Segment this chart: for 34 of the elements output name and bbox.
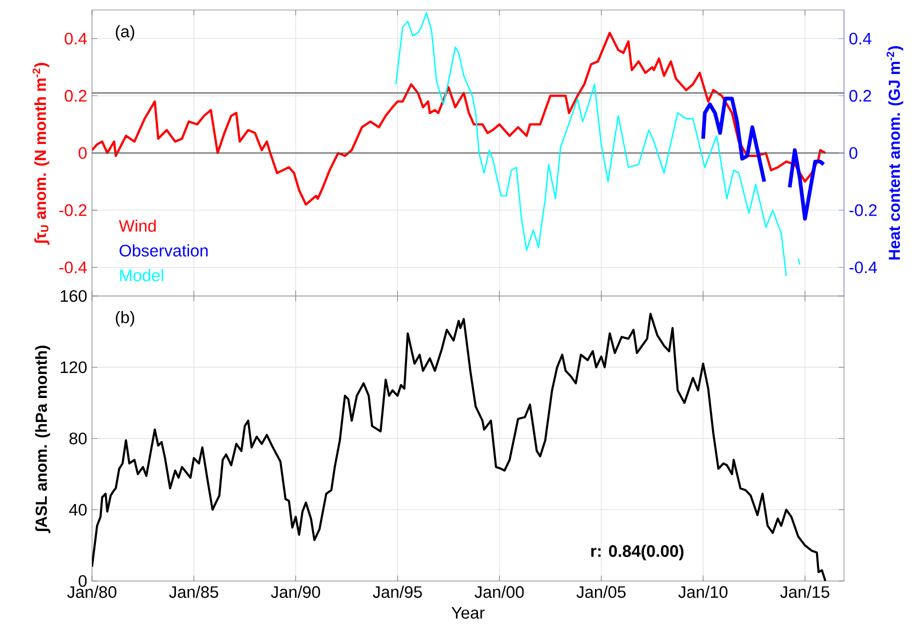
- x-tick-label: Jan/85: [169, 586, 218, 598]
- y-axis-title: ∫ASL anom. (hPa month): [35, 346, 50, 534]
- y-tick-label: 0: [78, 147, 87, 159]
- text: Model: [120, 269, 164, 282]
- text: Observation: [120, 244, 208, 257]
- y-axis-title: ∫τ$_{U}$ anom. (N month m$^{-2}$): [32, 62, 50, 245]
- y-tick-label: 80: [69, 432, 87, 444]
- x-tick-label: Jan/90: [270, 586, 320, 598]
- y-tick-label: -0.2: [59, 204, 86, 216]
- y-tick-label: 160: [60, 290, 87, 302]
- y2-tick-label: -0.4: [849, 261, 877, 274]
- y-tick-label: -0.4: [59, 261, 87, 274]
- x-tick-label: Jan/15: [780, 586, 830, 598]
- x-tick-label: Jan/05: [576, 586, 626, 598]
- y-tick-label: 0: [78, 575, 87, 587]
- y-tick-label: 0.2: [64, 90, 86, 102]
- x-tick-label: Jan/80: [67, 586, 116, 598]
- line-series: [92, 312, 826, 581]
- x-tick-label: Jan/10: [678, 586, 728, 598]
- x-tick-label: Jan/00: [474, 586, 524, 598]
- x-tick-label: Jan/95: [372, 586, 422, 598]
- annotation: (a): [116, 25, 134, 41]
- annotation: (b): [116, 311, 134, 327]
- y2-axis-title: Heat content anom. (GJ m$^{-2}$): [886, 46, 904, 260]
- x-axis-title: Year: [452, 607, 485, 619]
- y2-tick-label: 0.4: [849, 32, 872, 44]
- y-tick-label: 120: [60, 361, 87, 374]
- y2-tick-label: 0.2: [849, 90, 872, 102]
- y-tick-label: 0.4: [64, 32, 87, 44]
- annotation: r: 0.84(0.00): [591, 544, 684, 560]
- y-tick-label: 40: [69, 504, 87, 516]
- y2-tick-label: -0.2: [849, 204, 877, 216]
- y2-tick-label: 0: [849, 147, 858, 159]
- text: Wind: [118, 220, 156, 232]
